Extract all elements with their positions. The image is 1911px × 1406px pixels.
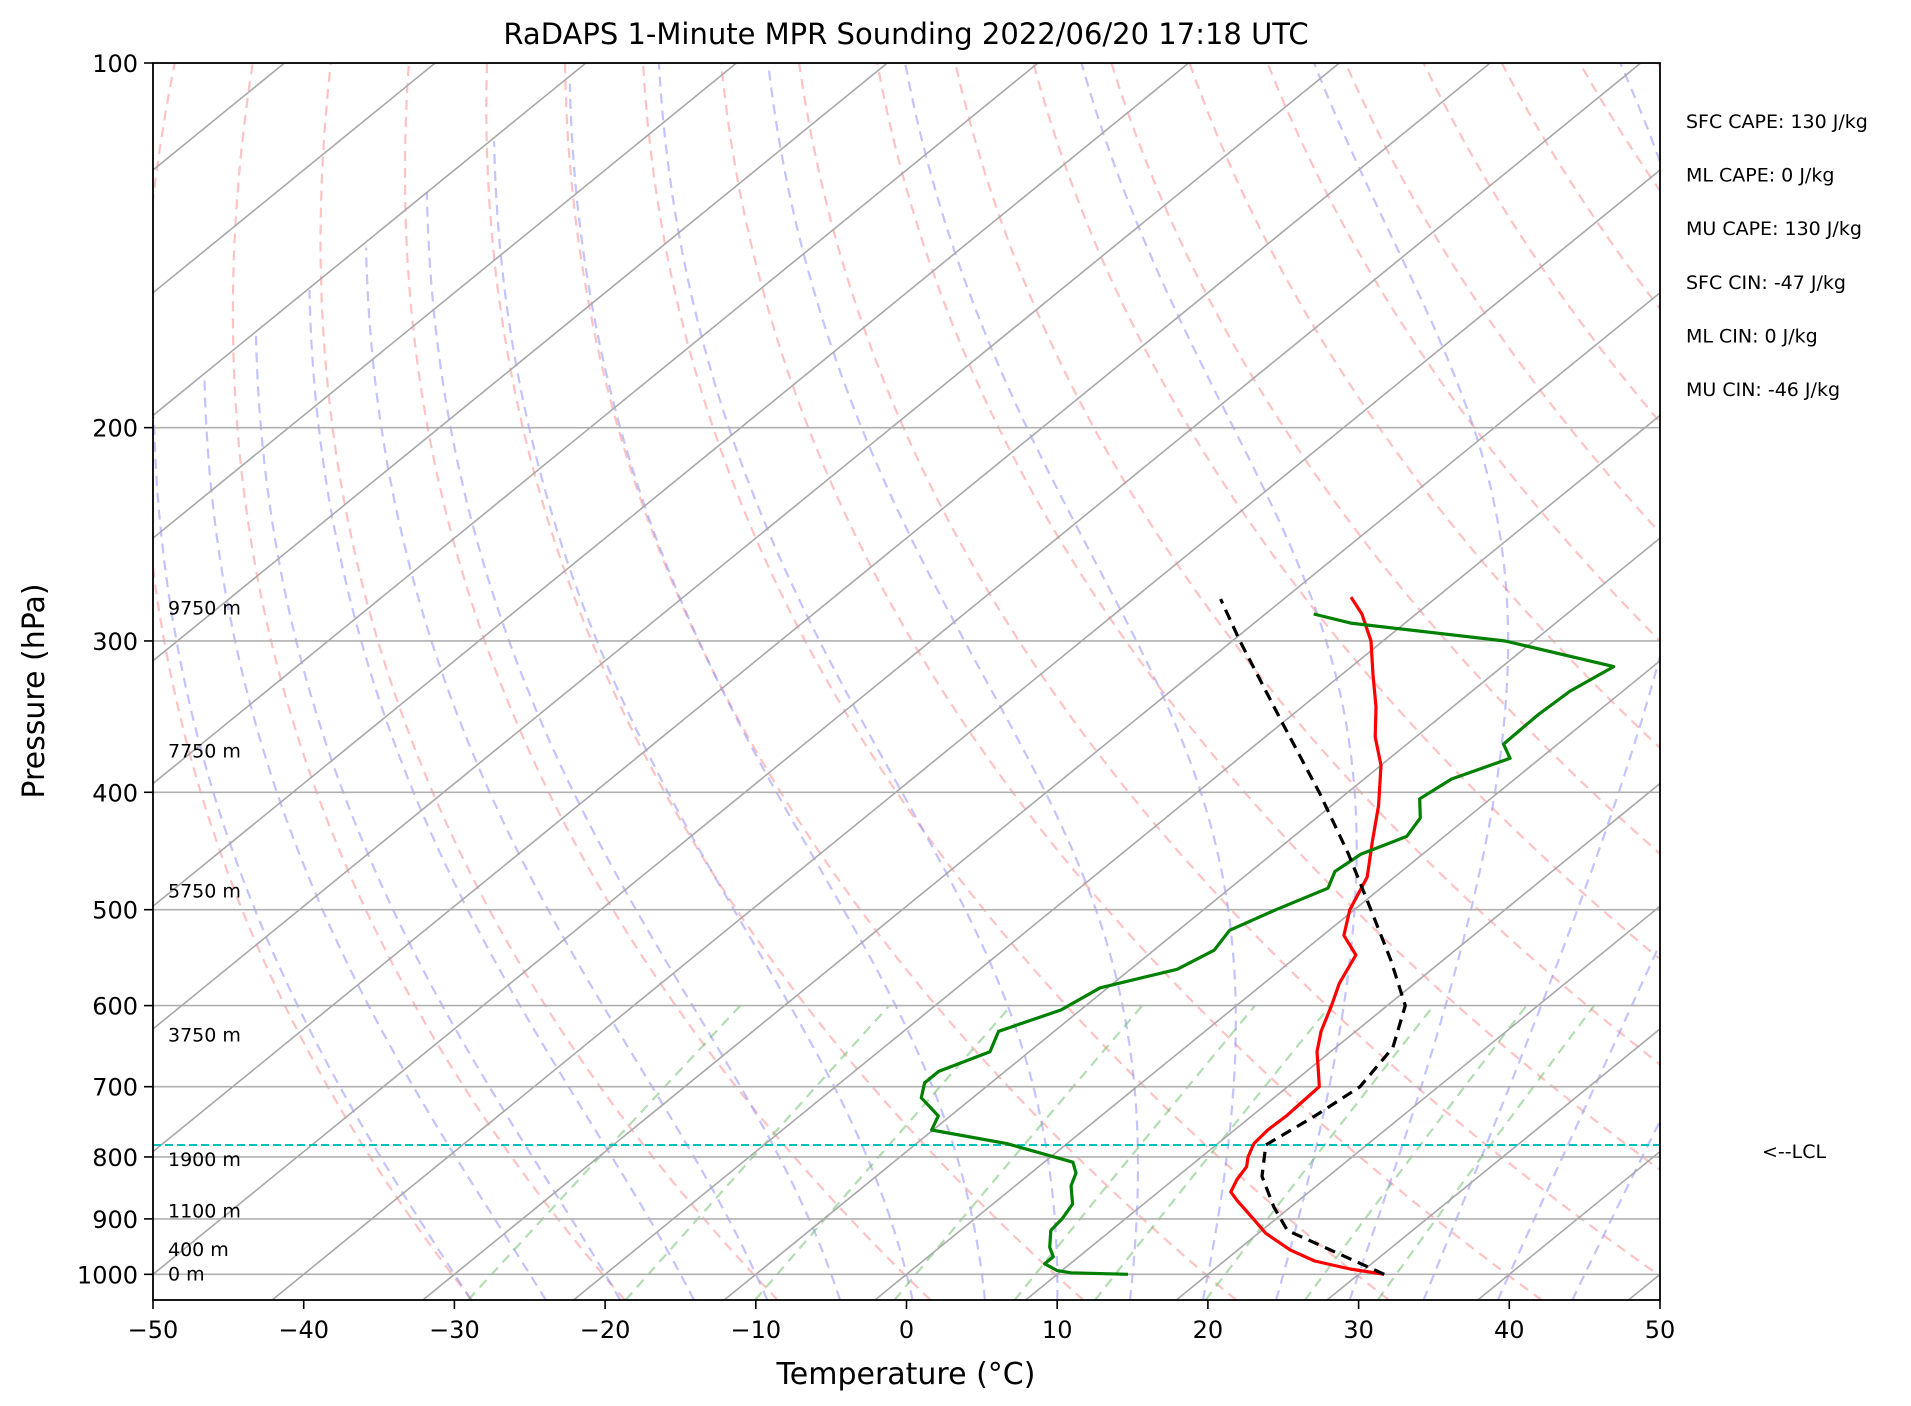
isotherm xyxy=(723,537,1660,1300)
stability-index: SFC CIN: -47 J/kg xyxy=(1686,272,1846,294)
temperature-trace xyxy=(1229,596,1385,1276)
dry-adiabat xyxy=(485,63,1085,1300)
parcel-trace xyxy=(1219,598,1407,1276)
x-tick-label: −40 xyxy=(278,1316,329,1344)
moist-adiabat xyxy=(153,416,472,1300)
y-tick-label: 500 xyxy=(92,897,138,925)
mixing-ratio-line xyxy=(1304,1004,1528,1300)
dry-adiabat xyxy=(319,63,779,1300)
stability-index: ML CAPE: 0 J/kg xyxy=(1686,165,1834,187)
y-tick-label: 300 xyxy=(92,628,138,656)
dewpoint-trace xyxy=(919,612,1616,1276)
height-label: 3750 m xyxy=(168,1024,241,1046)
dry-adiabat xyxy=(1188,63,1660,750)
isotherm xyxy=(153,63,1642,1276)
x-tick-label: 30 xyxy=(1343,1316,1374,1344)
stability-index: MU CAPE: 130 J/kg xyxy=(1686,218,1862,240)
y-tick-label: 900 xyxy=(92,1206,138,1234)
dry-adiabat xyxy=(1110,63,1660,856)
y-tick-label: 400 xyxy=(92,779,138,807)
y-tick-label: 100 xyxy=(92,50,138,78)
isotherm xyxy=(573,414,1660,1300)
height-label: 0 m xyxy=(168,1263,205,1285)
isotherm xyxy=(153,63,436,294)
background-reference-lines xyxy=(153,63,1660,1300)
isotherm xyxy=(1025,782,1660,1300)
moist-adiabat xyxy=(1422,63,1660,1300)
x-axis-label: Temperature (°C) xyxy=(776,1357,1036,1392)
isotherm xyxy=(153,63,587,417)
isotherm xyxy=(153,63,1491,1153)
height-label: 1100 m xyxy=(168,1200,241,1222)
stability-index: SFC CAPE: 130 J/kg xyxy=(1686,111,1868,133)
stability-index: MU CIN: -46 J/kg xyxy=(1686,379,1840,401)
height-label: 9750 m xyxy=(168,597,241,619)
mixing-ratio-line xyxy=(1204,1004,1435,1300)
moist-adiabat xyxy=(657,63,1059,1300)
moist-adiabat xyxy=(1496,941,1660,1300)
lcl-label: <--LCL xyxy=(1762,1141,1826,1163)
x-tick-label: −30 xyxy=(429,1316,480,1344)
dry-adiabat xyxy=(563,63,1237,1300)
height-label: 1900 m xyxy=(168,1149,241,1171)
x-tick-label: 0 xyxy=(899,1316,914,1344)
y-tick-label: 600 xyxy=(92,993,138,1021)
dry-adiabat xyxy=(153,63,473,1300)
isotherm xyxy=(1326,1027,1660,1300)
height-label: 7750 m xyxy=(168,740,241,762)
isotherm xyxy=(153,63,1039,785)
dry-adiabat xyxy=(231,63,626,1300)
y-tick-label: 1000 xyxy=(77,1261,138,1289)
y-tick-label: 700 xyxy=(92,1074,138,1102)
y-axis-label: Pressure (hPa) xyxy=(17,583,52,798)
height-label: 400 m xyxy=(168,1239,229,1261)
moist-adiabat xyxy=(425,192,842,1300)
grid xyxy=(153,63,1660,1300)
isotherm xyxy=(422,291,1660,1300)
mixing-ratio-line xyxy=(1376,1004,1596,1300)
isotherm xyxy=(153,63,1190,908)
moist-adiabat xyxy=(904,63,1237,1300)
y-tick-label: 800 xyxy=(92,1144,138,1172)
sounding-traces xyxy=(153,596,1660,1276)
mixing-ratio-line xyxy=(467,1004,742,1300)
moist-adiabat xyxy=(1313,63,1510,1300)
x-tick-label: 20 xyxy=(1193,1316,1224,1344)
x-tick-label: 40 xyxy=(1494,1316,1525,1344)
dry-adiabat xyxy=(954,63,1660,1066)
moist-adiabat xyxy=(493,141,914,1300)
moist-adiabat xyxy=(203,377,547,1300)
isotherm xyxy=(1175,905,1660,1300)
x-tick-label: 50 xyxy=(1645,1316,1676,1344)
moist-adiabat xyxy=(568,83,986,1300)
mixing-ratio-line xyxy=(624,1004,890,1300)
dry-adiabat xyxy=(876,63,1660,1172)
isotherm xyxy=(271,169,1660,1300)
moist-adiabat xyxy=(254,335,622,1300)
dry-adiabat xyxy=(720,63,1543,1300)
stability-index: ML CIN: 0 J/kg xyxy=(1686,325,1818,347)
isotherm xyxy=(153,63,1340,1030)
moist-adiabat xyxy=(1080,63,1358,1300)
y-tick-label: 200 xyxy=(92,415,138,443)
isotherm xyxy=(153,63,888,662)
mixing-ratio-line xyxy=(1094,1004,1332,1300)
dry-adiabat xyxy=(798,63,1660,1278)
moist-adiabat xyxy=(365,247,769,1300)
chart-title: RaDAPS 1-Minute MPR Sounding 2022/06/20 … xyxy=(503,17,1308,51)
x-tick-label: −50 xyxy=(128,1316,179,1344)
x-tick-label: −10 xyxy=(730,1316,781,1344)
mixing-ratio-line xyxy=(754,1004,1013,1300)
x-tick-label: −20 xyxy=(580,1316,631,1344)
height-label: 5750 m xyxy=(168,880,241,902)
isotherm xyxy=(874,659,1660,1300)
x-tick-label: 10 xyxy=(1042,1316,1073,1344)
isotherm xyxy=(153,63,738,540)
moist-adiabat xyxy=(767,63,1140,1300)
